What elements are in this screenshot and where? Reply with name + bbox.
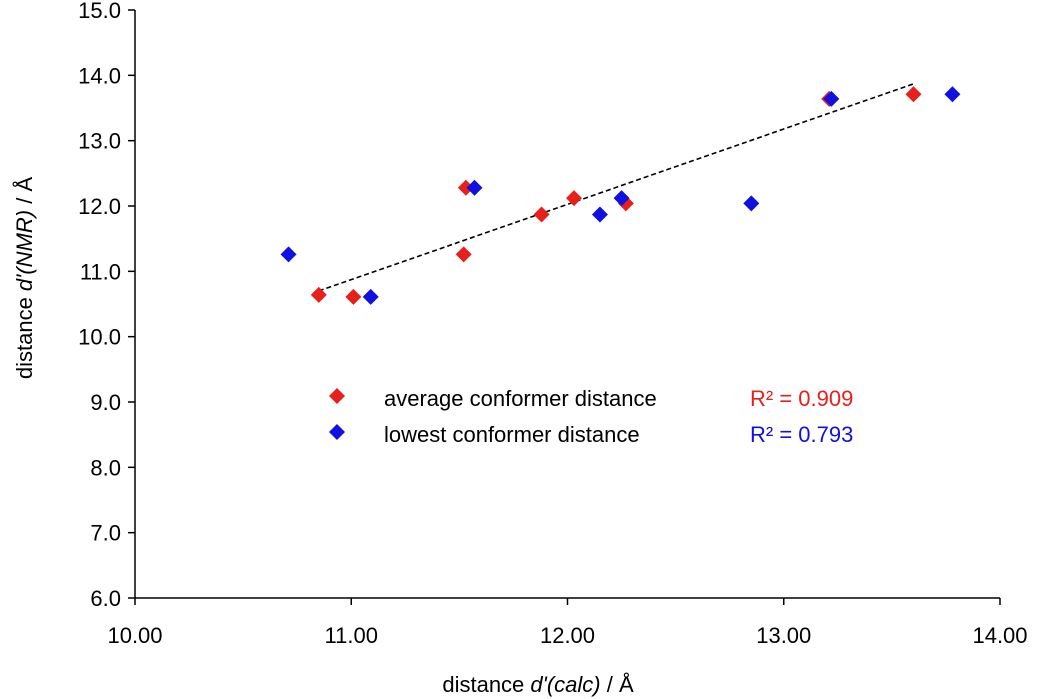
legend-marker-lowest <box>329 424 345 440</box>
y-tick-label: 15.0 <box>78 0 121 23</box>
average-conformer-point <box>533 206 550 223</box>
legend-label-lowest: lowest conformer distance <box>384 422 640 447</box>
legend-r2-average: R² = 0.909 <box>750 386 853 411</box>
y-tick-label: 9.0 <box>90 390 121 415</box>
x-axis-title-suffix: / Å <box>601 672 634 697</box>
average-conformer-point <box>345 288 362 305</box>
x-tick-label: 13.00 <box>756 623 811 648</box>
y-tick-label: 6.0 <box>90 586 121 611</box>
lowest-conformer-point <box>944 86 961 103</box>
y-tick-label: 10.0 <box>78 325 121 350</box>
lowest-conformer-point <box>613 190 630 207</box>
lowest-conformer-point <box>280 246 297 263</box>
x-tick-label: 12.00 <box>540 623 595 648</box>
average-conformer-point <box>310 286 327 303</box>
y-axis-title-suffix: / Å <box>12 177 37 210</box>
x-axis-title-italic: d'(calc) <box>530 672 600 697</box>
average-conformer-point <box>565 190 582 207</box>
y-tick-label: 14.0 <box>78 63 121 88</box>
y-tick-label: 13.0 <box>78 129 121 154</box>
x-tick-label: 14.00 <box>972 623 1027 648</box>
legend-label-average: average conformer distance <box>384 386 657 411</box>
y-axis-title-italic: d'(NMR) <box>12 210 37 291</box>
average-conformer-point <box>905 86 922 103</box>
y-axis-title-prefix: distance <box>12 291 37 379</box>
average-conformer-point <box>457 179 474 196</box>
lowest-conformer-point <box>823 90 840 107</box>
average-conformer-point <box>455 246 472 263</box>
y-tick-label: 12.0 <box>78 194 121 219</box>
x-axis-title: distance d'(calc) / Å <box>442 672 634 697</box>
y-tick-label: 8.0 <box>90 455 121 480</box>
y-axis-title: distance d'(NMR) / Å <box>12 177 37 380</box>
lowest-conformer-point <box>466 179 483 196</box>
y-tick-label: 11.0 <box>80 259 121 284</box>
y-tick-label: 7.0 <box>90 521 121 546</box>
legend: average conformer distance R² = 0.909 lowe… <box>329 386 853 447</box>
trendline-group <box>318 83 914 292</box>
trendline <box>318 83 914 292</box>
legend-marker-average <box>329 388 345 404</box>
x-tick-label: 10.00 <box>107 623 162 648</box>
x-axis-title-prefix: distance <box>442 672 530 697</box>
lowest-conformer-point <box>743 195 760 212</box>
legend-r2-lowest: R² = 0.793 <box>750 422 853 447</box>
lowest-conformer-point <box>362 288 379 305</box>
x-tick-label: 11.00 <box>325 623 378 648</box>
axes: 10.00 11.00 12.00 13.00 14.00 6.0 7.0 8.0 9.0 10.… <box>78 0 1027 648</box>
lowest-conformer-point <box>591 206 608 223</box>
points-group <box>280 86 961 305</box>
